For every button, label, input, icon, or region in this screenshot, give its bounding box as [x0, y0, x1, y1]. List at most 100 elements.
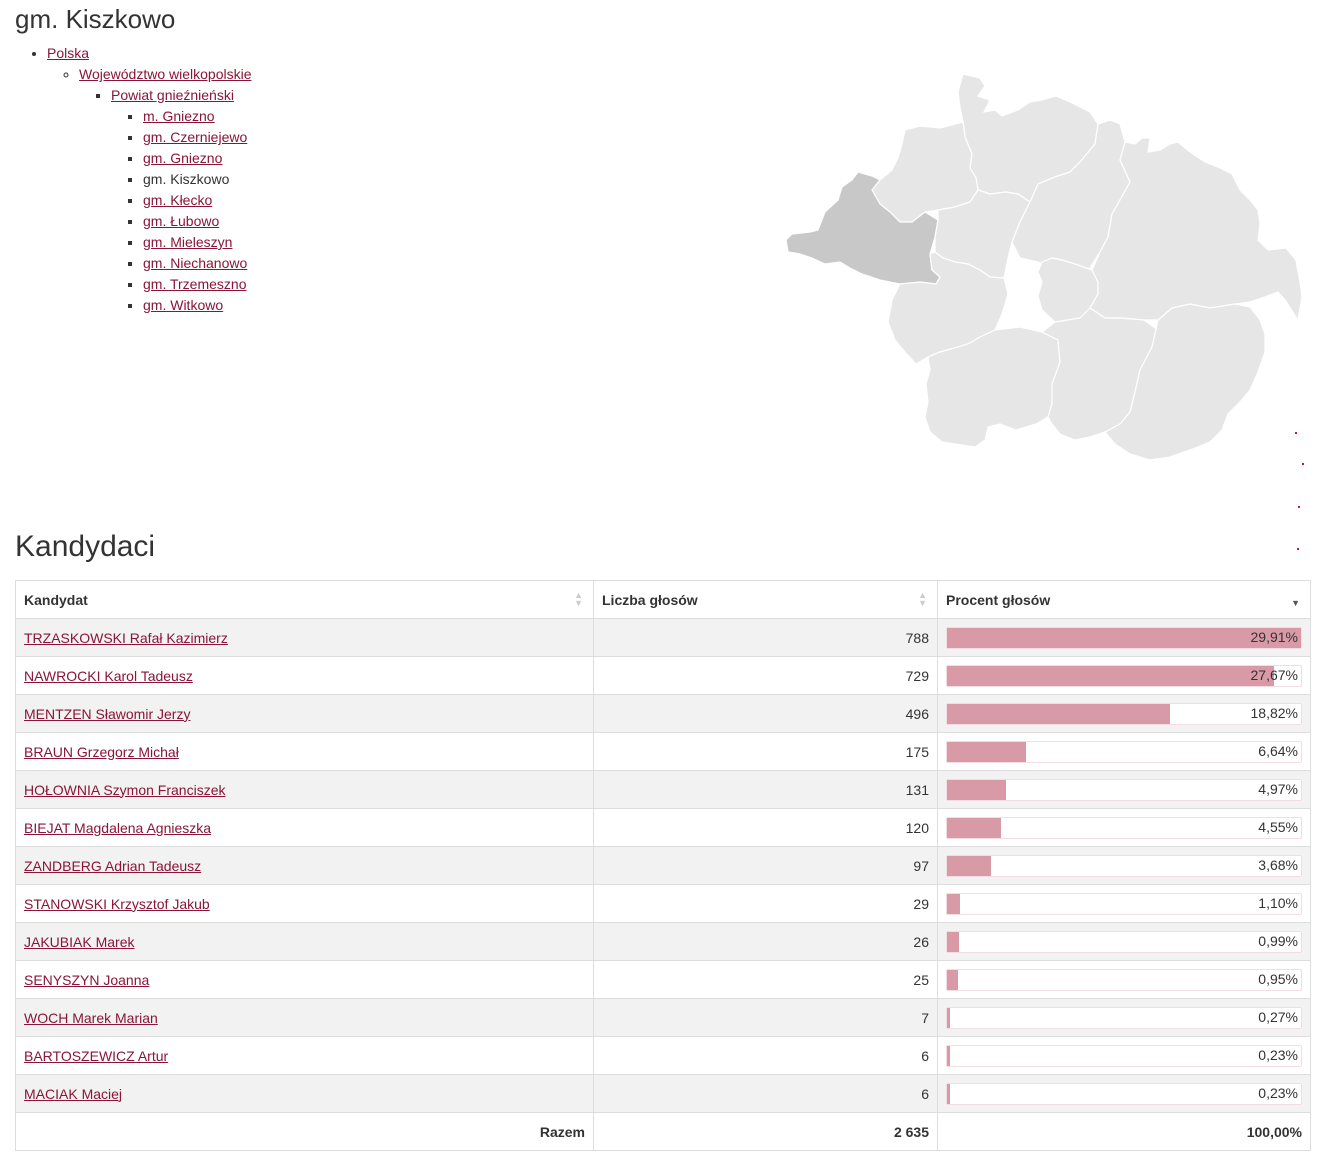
section-title: Kandydaci: [15, 530, 156, 563]
map-region-kiszkowo[interactable]: [785, 171, 941, 285]
footer-label: Razem: [15, 1112, 594, 1151]
percent-bar-fill: [947, 703, 1170, 724]
cell-candidate: ZANDBERG Adrian Tadeusz: [15, 846, 594, 885]
breadcrumb-link-county[interactable]: Powiat gnieźnieński: [111, 87, 234, 103]
table-row: MACIAK Maciej 6 0,23%: [15, 1074, 1311, 1113]
percent-bar-track: 4,55%: [946, 816, 1302, 839]
header-votes[interactable]: Liczba głosów ▲ ▼: [593, 580, 938, 619]
cell-percent: 0,23%: [937, 1074, 1311, 1113]
table-row: BIEJAT Magdalena Agnieszka 120 4,55%: [15, 808, 1311, 847]
cell-votes: 729: [593, 656, 938, 695]
gmina-current: gm. Kiszkowo: [143, 171, 230, 187]
table-row: TRZASKOWSKI Rafał Kazimierz 788 29,91%: [15, 618, 1311, 657]
percent-bar-fill: [947, 893, 961, 914]
cell-votes: 496: [593, 694, 938, 733]
cell-percent: 29,91%: [937, 618, 1311, 657]
candidate-link[interactable]: STANOWSKI Krzysztof Jakub: [24, 895, 210, 912]
cell-candidate: TRZASKOWSKI Rafał Kazimierz: [15, 618, 594, 657]
percent-bar-fill: [947, 741, 1026, 762]
table-body: TRZASKOWSKI Rafał Kazimierz 788 29,91% NAWR…: [15, 618, 1311, 1113]
gmina-link[interactable]: gm. Niechanowo: [143, 255, 248, 271]
map-marker: [1302, 463, 1304, 465]
cell-percent: 18,82%: [937, 694, 1311, 733]
header-label: Procent głosów: [946, 591, 1051, 608]
candidate-link[interactable]: BARTOSZEWICZ Artur: [24, 1047, 169, 1064]
percent-bar-fill: [947, 1045, 950, 1066]
map-region-south-center-west[interactable]: [924, 326, 1061, 448]
percent-label: 3,68%: [1258, 856, 1298, 873]
cell-percent: 27,67%: [937, 656, 1311, 695]
map-marker: [1298, 506, 1300, 508]
map-region-far-east[interactable]: [1089, 137, 1303, 322]
breadcrumb-county: Powiat gnieźnieński m. Gniezno gm. Czerni…: [111, 85, 251, 316]
cell-percent: 6,64%: [937, 732, 1311, 771]
candidate-link[interactable]: BIEJAT Magdalena Agnieszka: [24, 819, 212, 836]
table-row: BARTOSZEWICZ Artur 6 0,23%: [15, 1036, 1311, 1075]
percent-label: 0,95%: [1258, 970, 1298, 987]
percent-bar-track: 0,99%: [946, 930, 1302, 953]
gmina-link[interactable]: gm. Trzemeszno: [143, 276, 247, 292]
cell-votes: 175: [593, 732, 938, 771]
gmina-link[interactable]: gm. Łubowo: [143, 213, 220, 229]
candidate-link[interactable]: BRAUN Grzegorz Michał: [24, 743, 179, 760]
map-region-southwest[interactable]: [887, 251, 1009, 365]
candidate-link[interactable]: JAKUBIAK Marek: [24, 933, 135, 950]
percent-bar-track: 0,23%: [946, 1082, 1302, 1105]
percent-bar-fill: [947, 931, 959, 952]
gmina-link[interactable]: gm. Kłecko: [143, 192, 213, 208]
percent-bar-fill: [947, 969, 959, 990]
percent-bar-track: 27,67%: [946, 664, 1302, 687]
page-title: gm. Kiszkowo: [15, 4, 176, 34]
map-marker: [1297, 548, 1299, 550]
cell-votes: 788: [593, 618, 938, 657]
cell-percent: 0,99%: [937, 922, 1311, 961]
cell-candidate: MENTZEN Sławomir Jerzy: [15, 694, 594, 733]
candidate-link[interactable]: HOŁOWNIA Szymon Franciszek: [24, 781, 226, 798]
map-region-southeast[interactable]: [1104, 303, 1266, 461]
table-footer-row: Razem 2 635 100,00%: [15, 1112, 1311, 1151]
percent-label: 4,55%: [1258, 818, 1298, 835]
gmina-item: gm. Kiszkowo: [143, 169, 251, 190]
gmina-link[interactable]: gm. Gniezno: [143, 150, 223, 166]
gmina-item: gm. Łubowo: [143, 211, 251, 232]
candidate-link[interactable]: TRZASKOWSKI Rafał Kazimierz: [24, 629, 228, 646]
candidate-link[interactable]: WOCH Marek Marian: [24, 1009, 158, 1026]
cell-votes: 29: [593, 884, 938, 923]
percent-bar-track: 1,10%: [946, 892, 1302, 915]
candidate-link[interactable]: NAWROCKI Karol Tadeusz: [24, 667, 193, 684]
percent-bar-fill: [947, 855, 991, 876]
percent-bar-fill: [947, 665, 1275, 686]
gmina-link[interactable]: gm. Czerniejewo: [143, 129, 248, 145]
header-percent[interactable]: Procent głosów ▼: [937, 580, 1311, 619]
percent-bar-fill: [947, 1083, 950, 1104]
percent-label: 4,97%: [1258, 780, 1298, 797]
gmina-list: m. Gniezno gm. Czerniejewo gm. Gniezno gm. …: [143, 106, 251, 316]
header-candidate[interactable]: Kandydat ▲ ▼: [15, 580, 594, 619]
cell-percent: 4,97%: [937, 770, 1311, 809]
gmina-link[interactable]: gm. Mieleszyn: [143, 234, 233, 250]
cell-candidate: HOŁOWNIA Szymon Franciszek: [15, 770, 594, 809]
gmina-item: gm. Czerniejewo: [143, 127, 251, 148]
cell-candidate: JAKUBIAK Marek: [15, 922, 594, 961]
percent-bar-track: 3,68%: [946, 854, 1302, 877]
candidate-link[interactable]: MACIAK Maciej: [24, 1085, 123, 1102]
candidates-table: Kandydat ▲ ▼ Liczba głosów ▲ ▼ Procent gło…: [15, 580, 1311, 1151]
gmina-link[interactable]: gm. Witkowo: [143, 297, 224, 313]
cell-votes: 131: [593, 770, 938, 809]
cell-votes: 120: [593, 808, 938, 847]
breadcrumb-link-voivodeship[interactable]: Województwo wielkopolskie: [79, 66, 252, 82]
table-row: JAKUBIAK Marek 26 0,99%: [15, 922, 1311, 961]
percent-bar-fill: [947, 817, 1001, 838]
candidate-link[interactable]: MENTZEN Sławomir Jerzy: [24, 705, 191, 722]
gmina-item: gm. Niechanowo: [143, 253, 251, 274]
breadcrumb-link-country[interactable]: Polska: [47, 45, 90, 61]
cell-percent: 1,10%: [937, 884, 1311, 923]
candidate-link[interactable]: ZANDBERG Adrian Tadeusz: [24, 857, 202, 874]
footer-percent: 100,00%: [937, 1112, 1311, 1151]
cell-percent: 4,55%: [937, 808, 1311, 847]
gmina-link[interactable]: m. Gniezno: [143, 108, 215, 124]
candidate-link[interactable]: SENYSZYN Joanna: [24, 971, 150, 988]
percent-bar-track: 0,27%: [946, 1006, 1302, 1029]
cell-percent: 0,27%: [937, 998, 1311, 1037]
percent-label: 0,23%: [1258, 1046, 1298, 1063]
